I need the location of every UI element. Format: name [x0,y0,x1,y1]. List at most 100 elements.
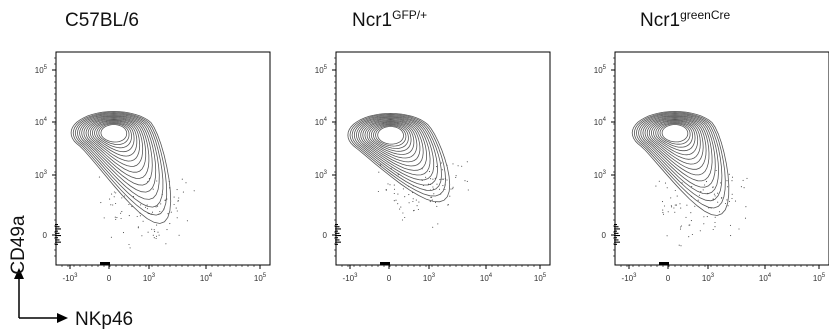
event-dot [429,183,431,186]
event-dot [662,212,664,214]
event-dot [740,186,742,188]
event-dot [408,194,410,196]
contour-level [640,114,716,188]
event-dot [175,207,177,209]
event-dot [680,226,682,228]
event-dot [730,235,732,237]
event-dot [148,178,150,180]
event-dot [728,173,730,175]
event-dot [137,226,139,228]
contour-level [373,124,409,149]
event-dot [157,205,159,207]
event-dot [166,229,168,231]
event-dot [149,212,151,215]
event-dot [115,218,117,220]
event-dot [397,203,399,205]
x-tick-label: 104 [759,273,772,283]
event-dot [155,237,157,240]
event-dot [703,216,705,218]
event-dot [726,180,728,182]
event-dot [140,204,142,206]
contour-level [370,123,412,152]
event-dot [156,224,158,226]
contour-level [355,116,435,181]
event-dot [122,232,125,234]
event-dot [685,216,687,218]
contour-level [91,120,138,157]
outlier-events [655,169,748,247]
event-dot [690,195,692,198]
y-axis-event-pileup [55,241,61,243]
event-dot [663,205,666,207]
y-axis-event-pileup [614,224,617,226]
event-dot [147,212,149,215]
event-dot [704,184,706,186]
event-dot [420,179,423,181]
event-dot [167,213,169,215]
event-dot [121,197,123,199]
contour-level [648,118,704,165]
y-axis-event-pileup [55,232,60,234]
y-tick-label: 105 [594,65,607,75]
event-dot [436,166,438,168]
event-dot [408,185,410,187]
x-tick-label: 104 [200,273,213,283]
event-dot [176,210,178,212]
contour-level [366,121,418,159]
event-dot [728,200,731,202]
x-tick-label: 103 [702,273,715,283]
event-dot [670,197,672,199]
event-dot [430,178,432,180]
contour-level [96,122,132,149]
event-dot [731,176,734,178]
event-dot [186,220,188,222]
event-dot [424,189,426,191]
y-axis-event-pileup [614,239,619,241]
x-tick-label: 104 [480,273,493,283]
event-dot [717,192,719,194]
event-dot [390,167,392,169]
y-tick-label: 103 [35,170,48,180]
event-dot [444,188,446,191]
event-dot [686,204,688,206]
outlier-events [98,176,195,249]
event-dot [452,163,454,165]
event-dot [655,185,657,187]
contour-lines [70,111,172,224]
y-axis-event-pileup [55,237,58,239]
event-dot [700,191,702,193]
event-dot [688,236,690,238]
event-dot [440,193,442,195]
contour-level [644,116,710,176]
event-dot [444,184,446,186]
event-dot [176,189,178,191]
event-dot [466,161,468,163]
event-dot [428,171,431,173]
event-dot [181,178,183,180]
x-axis-event-pileup [380,262,390,265]
y-axis-event-pileup [335,226,340,228]
contour-lines [631,111,730,216]
event-dot [124,195,126,197]
contour-level [347,112,451,203]
event-dot [422,184,425,187]
event-dot [157,231,159,233]
event-dot [156,180,158,182]
event-dot [689,224,691,226]
event-dot [158,234,160,236]
y-tick-label: 103 [315,170,328,180]
event-dot [432,188,434,190]
event-dot [139,212,141,214]
contour-level [364,120,421,163]
event-dot [418,201,420,203]
y-axis-arrowhead [14,268,24,279]
event-dot [429,189,431,191]
event-dot [699,230,701,232]
event-dot [165,243,167,245]
y-axis-title: CD49a [8,215,29,275]
x-tick-label: 0 [387,274,392,283]
panels-layer: -103 0 103 104 105 105 104 103 0 -103 0 103 104 105 10… [35,51,829,283]
contour-level [98,123,130,145]
event-dot [746,177,748,179]
